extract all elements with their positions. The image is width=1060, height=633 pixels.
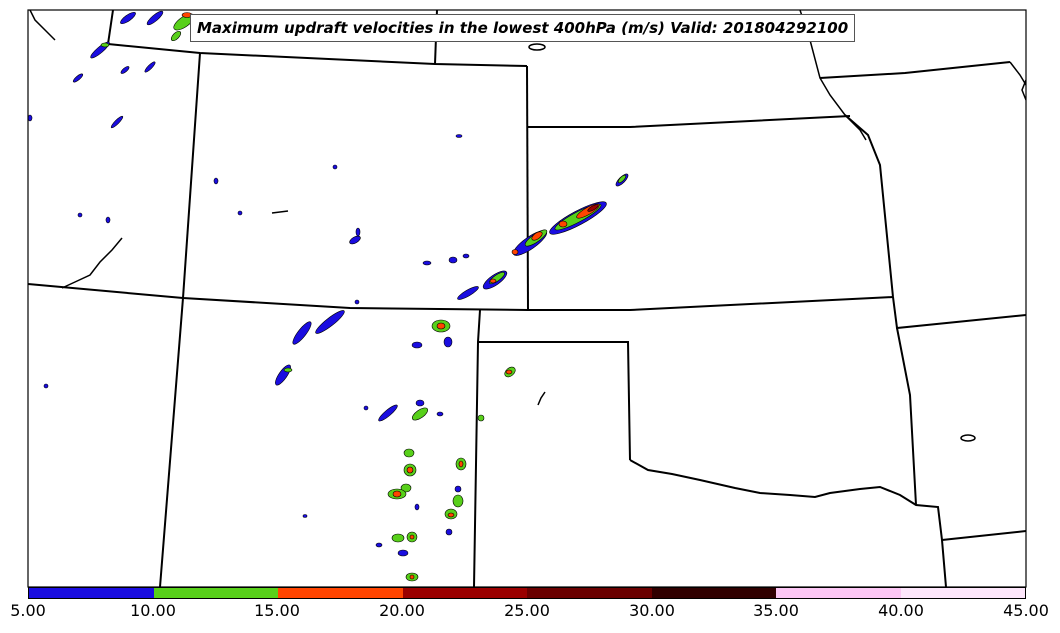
colorbar-segment-1 (29, 588, 154, 598)
colorbar-tick-label: 35.00 (753, 601, 799, 620)
colorbar-segment-3 (278, 588, 403, 598)
colorbar-tick-label: 45.00 (1003, 601, 1049, 620)
colorbar-tick-label: 15.00 (254, 601, 300, 620)
colorbar-segment-5 (527, 588, 652, 598)
colorbar (28, 587, 1026, 599)
state-boundaries (28, 10, 1026, 587)
colorbar-tick-label: 10.00 (130, 601, 176, 620)
colorbar-tick-label: 25.00 (504, 601, 550, 620)
updraft-contours-5-10 (28, 10, 470, 557)
colorbar-segment-8 (900, 588, 1025, 598)
map-title: Maximum updraft velocities in the lowest… (190, 14, 856, 42)
updraft-cells (100, 12, 516, 582)
colorbar-tick-label: 20.00 (379, 601, 425, 620)
colorbar-tick-label: 5.00 (10, 601, 46, 620)
colorbar-segment-4 (402, 588, 527, 598)
colorbar-segment-6 (651, 588, 776, 598)
colorbar-segment-7 (776, 588, 901, 598)
updraft-band (457, 173, 629, 300)
colorbar-tick-label: 30.00 (629, 601, 675, 620)
colorbar-segment-2 (153, 588, 278, 598)
colorbar-tick-label: 40.00 (878, 601, 924, 620)
